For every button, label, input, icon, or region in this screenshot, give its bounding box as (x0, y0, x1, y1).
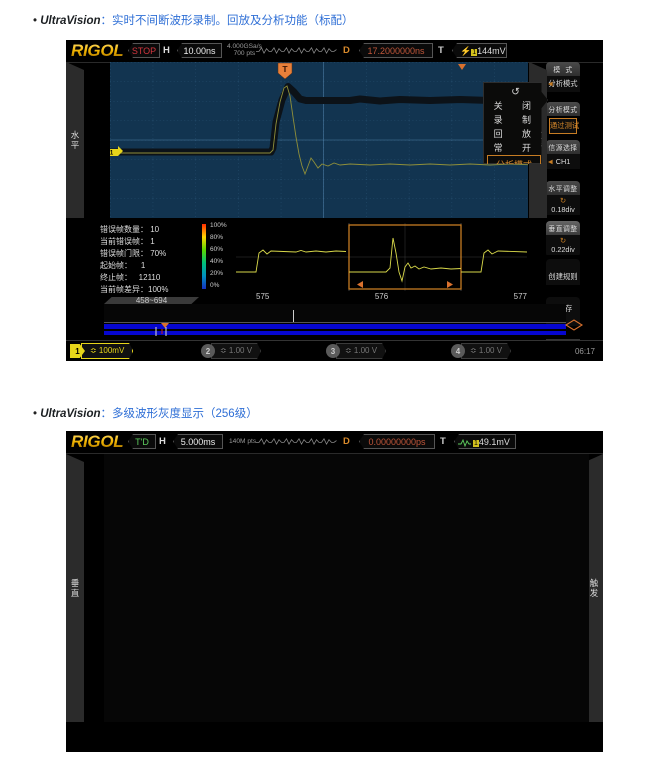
svg-text:T: T (282, 64, 288, 74)
